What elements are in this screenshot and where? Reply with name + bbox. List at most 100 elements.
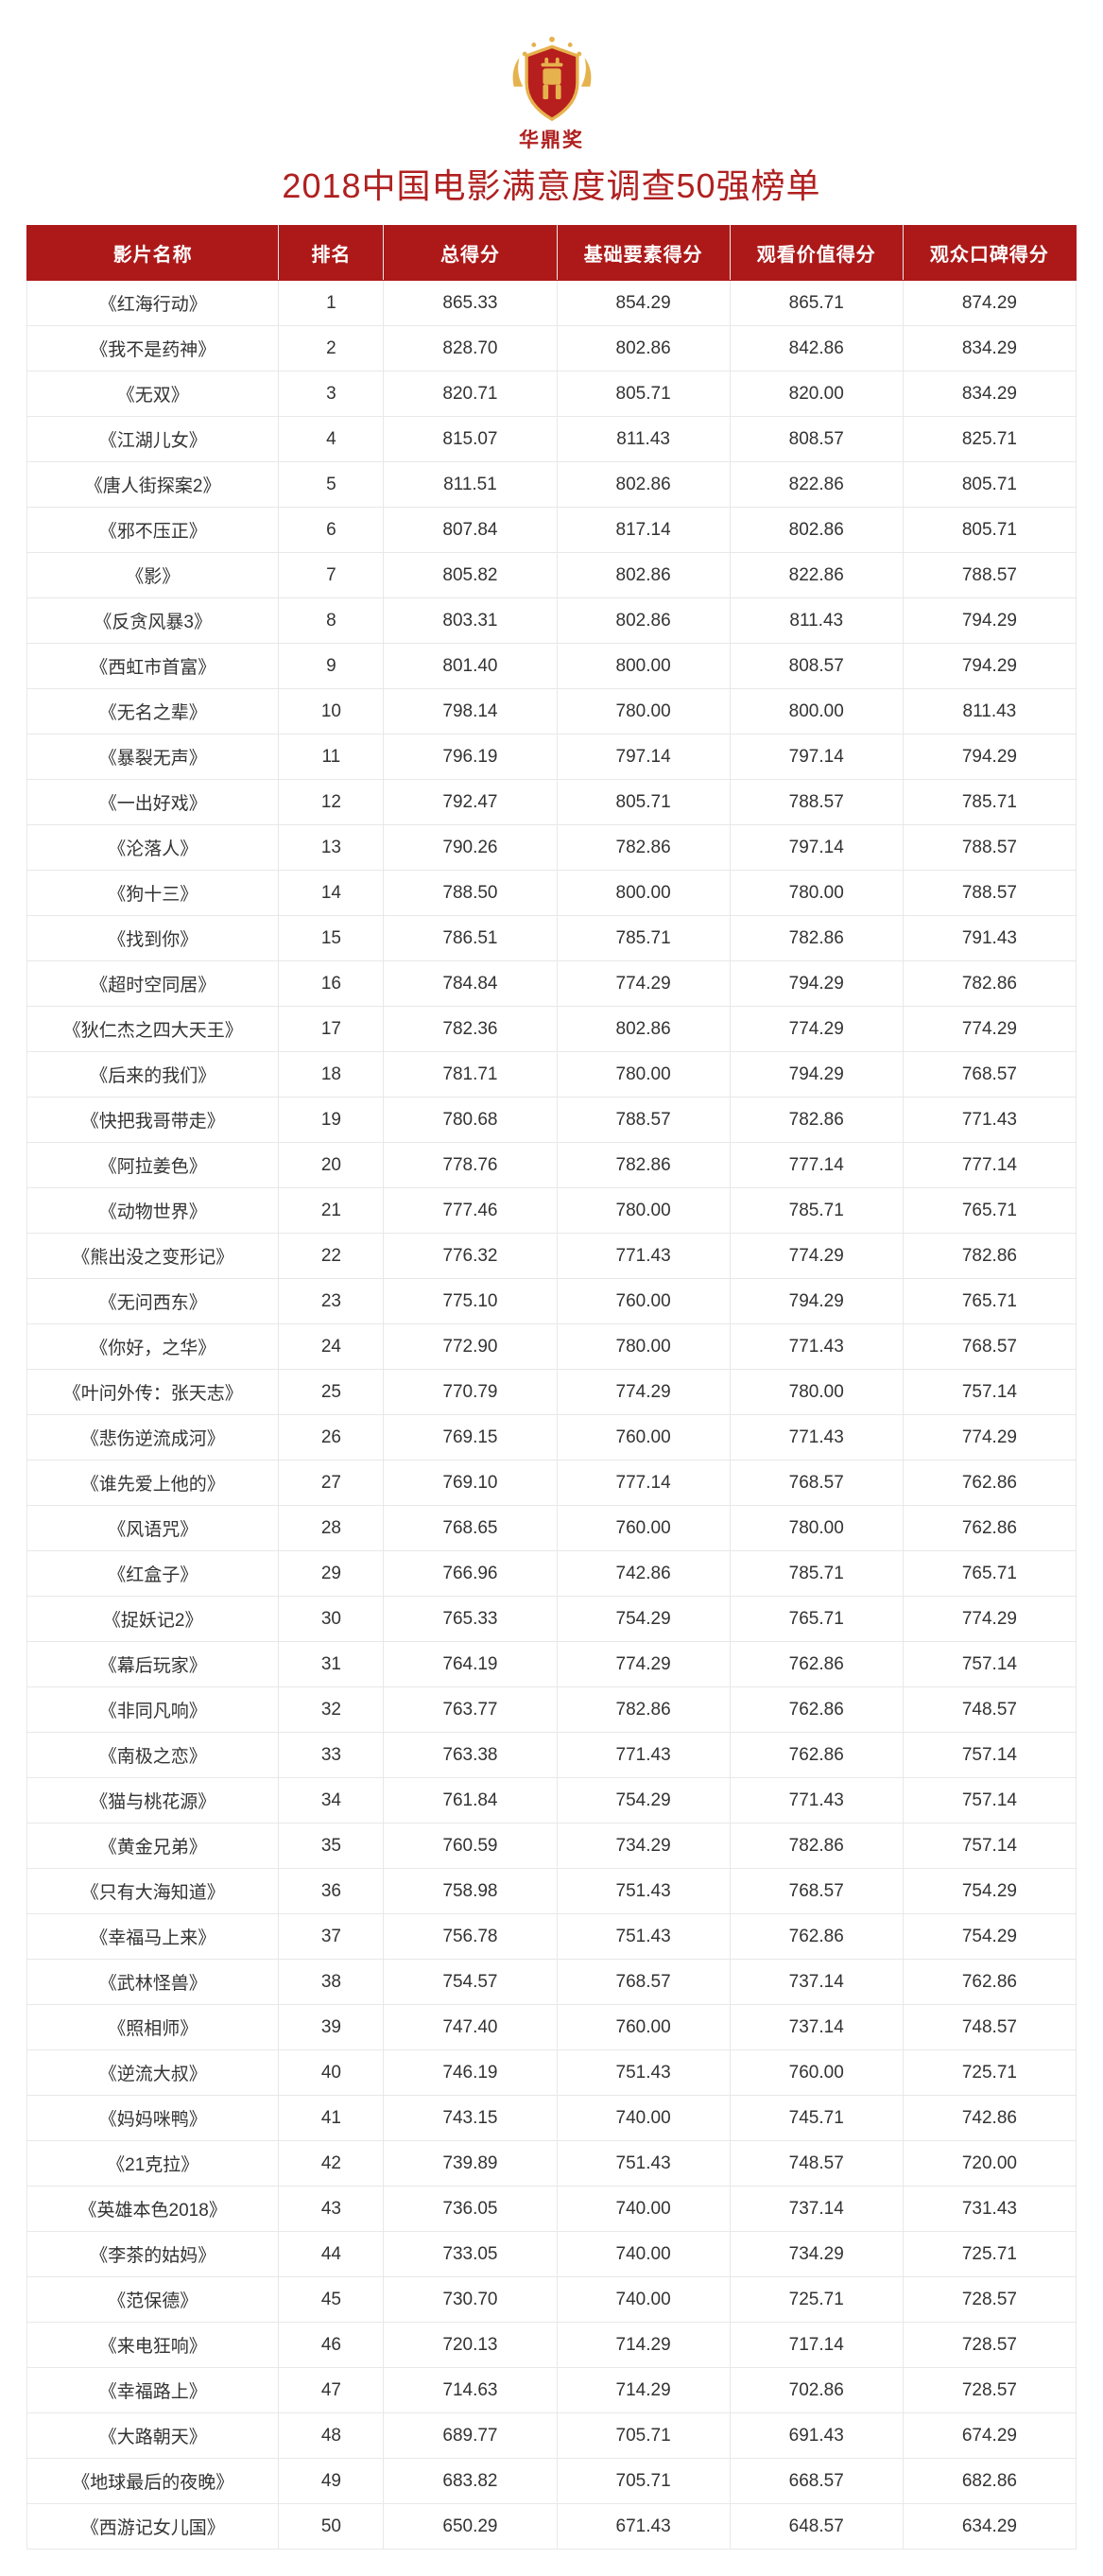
table-row: 《西虹市首富》9801.40800.00808.57794.29 [27, 644, 1077, 689]
cell-rank: 46 [279, 2323, 384, 2368]
table-row: 《暴裂无声》11796.19797.14797.14794.29 [27, 735, 1077, 780]
cell-rank: 42 [279, 2141, 384, 2187]
cell-value: 737.14 [730, 1960, 903, 2005]
cell-name: 《捉妖记2》 [27, 1597, 279, 1642]
cell-wom: 762.86 [903, 1506, 1076, 1551]
cell-total: 780.68 [384, 1098, 557, 1143]
cell-rank: 29 [279, 1551, 384, 1597]
cell-rank: 15 [279, 916, 384, 961]
cell-name: 《反贪风暴3》 [27, 598, 279, 644]
col-name: 影片名称 [27, 226, 279, 281]
cell-total: 796.19 [384, 735, 557, 780]
cell-wom: 754.29 [903, 1869, 1076, 1914]
cell-base: 774.29 [557, 1370, 730, 1415]
cell-value: 691.43 [730, 2413, 903, 2459]
cell-value: 774.29 [730, 1007, 903, 1052]
cell-wom: 728.57 [903, 2368, 1076, 2413]
cell-name: 《非同凡响》 [27, 1687, 279, 1733]
cell-base: 751.43 [557, 2050, 730, 2096]
table-row: 《江湖儿女》4815.07811.43808.57825.71 [27, 417, 1077, 462]
cell-wom: 768.57 [903, 1324, 1076, 1370]
cell-name: 《逆流大叔》 [27, 2050, 279, 2096]
table-row: 《动物世界》21777.46780.00785.71765.71 [27, 1188, 1077, 1234]
cell-total: 739.89 [384, 2141, 557, 2187]
cell-value: 780.00 [730, 871, 903, 916]
cell-base: 780.00 [557, 1052, 730, 1098]
award-logo-icon [507, 30, 597, 125]
table-row: 《反贪风暴3》8803.31802.86811.43794.29 [27, 598, 1077, 644]
cell-rank: 20 [279, 1143, 384, 1188]
cell-rank: 21 [279, 1188, 384, 1234]
cell-base: 777.14 [557, 1461, 730, 1506]
cell-base: 754.29 [557, 1778, 730, 1824]
cell-base: 760.00 [557, 2005, 730, 2050]
table-row: 《西游记女儿国》50650.29671.43648.57634.29 [27, 2504, 1077, 2550]
cell-total: 736.05 [384, 2187, 557, 2232]
cell-name: 《我不是药神》 [27, 326, 279, 372]
table-row: 《无问西东》23775.10760.00794.29765.71 [27, 1279, 1077, 1324]
cell-total: 756.78 [384, 1914, 557, 1960]
cell-name: 《21克拉》 [27, 2141, 279, 2187]
page-container: 华鼎奖 2018中国电影满意度调查50强榜单 影片名称 排名 总得分 基础要素得… [0, 0, 1103, 2576]
cell-wom: 754.29 [903, 1914, 1076, 1960]
cell-value: 771.43 [730, 1415, 903, 1461]
cell-value: 822.86 [730, 553, 903, 598]
table-row: 《风语咒》28768.65760.00780.00762.86 [27, 1506, 1077, 1551]
cell-name: 《阿拉姜色》 [27, 1143, 279, 1188]
table-row: 《你好，之华》24772.90780.00771.43768.57 [27, 1324, 1077, 1370]
table-row: 《悲伤逆流成河》26769.15760.00771.43774.29 [27, 1415, 1077, 1461]
cell-wom: 748.57 [903, 2005, 1076, 2050]
cell-name: 《妈妈咪鸭》 [27, 2096, 279, 2141]
cell-value: 762.86 [730, 1914, 903, 1960]
cell-name: 《找到你》 [27, 916, 279, 961]
cell-value: 762.86 [730, 1642, 903, 1687]
cell-base: 802.86 [557, 462, 730, 508]
table-row: 《唐人街探案2》5811.51802.86822.86805.71 [27, 462, 1077, 508]
cell-value: 737.14 [730, 2187, 903, 2232]
cell-rank: 48 [279, 2413, 384, 2459]
table-row: 《妈妈咪鸭》41743.15740.00745.71742.86 [27, 2096, 1077, 2141]
cell-wom: 757.14 [903, 1778, 1076, 1824]
table-row: 《熊出没之变形记》22776.32771.43774.29782.86 [27, 1234, 1077, 1279]
cell-base: 740.00 [557, 2187, 730, 2232]
cell-name: 《英雄本色2018》 [27, 2187, 279, 2232]
cell-total: 784.84 [384, 961, 557, 1007]
cell-rank: 26 [279, 1415, 384, 1461]
cell-base: 705.71 [557, 2413, 730, 2459]
cell-rank: 22 [279, 1234, 384, 1279]
cell-total: 758.98 [384, 1869, 557, 1914]
cell-total: 714.63 [384, 2368, 557, 2413]
cell-base: 800.00 [557, 871, 730, 916]
cell-rank: 9 [279, 644, 384, 689]
cell-name: 《一出好戏》 [27, 780, 279, 825]
cell-wom: 825.71 [903, 417, 1076, 462]
col-wom: 观众口碑得分 [903, 226, 1076, 281]
cell-base: 802.86 [557, 326, 730, 372]
cell-base: 805.71 [557, 780, 730, 825]
cell-base: 740.00 [557, 2232, 730, 2277]
table-row: 《大路朝天》48689.77705.71691.43674.29 [27, 2413, 1077, 2459]
cell-wom: 762.86 [903, 1461, 1076, 1506]
col-total: 总得分 [384, 226, 557, 281]
cell-base: 780.00 [557, 1324, 730, 1370]
cell-value: 780.00 [730, 1370, 903, 1415]
cell-base: 811.43 [557, 417, 730, 462]
page-title: 2018中国电影满意度调查50强榜单 [26, 159, 1077, 208]
cell-name: 《南极之恋》 [27, 1733, 279, 1778]
cell-name: 《狄仁杰之四大天王》 [27, 1007, 279, 1052]
cell-rank: 24 [279, 1324, 384, 1370]
cell-rank: 11 [279, 735, 384, 780]
table-row: 《南极之恋》33763.38771.43762.86757.14 [27, 1733, 1077, 1778]
cell-rank: 12 [279, 780, 384, 825]
cell-total: 772.90 [384, 1324, 557, 1370]
table-row: 《范保德》45730.70740.00725.71728.57 [27, 2277, 1077, 2323]
cell-base: 760.00 [557, 1279, 730, 1324]
cell-wom: 794.29 [903, 735, 1076, 780]
cell-name: 《黄金兄弟》 [27, 1824, 279, 1869]
cell-wom: 728.57 [903, 2277, 1076, 2323]
cell-wom: 788.57 [903, 871, 1076, 916]
cell-base: 760.00 [557, 1415, 730, 1461]
cell-rank: 14 [279, 871, 384, 916]
table-row: 《一出好戏》12792.47805.71788.57785.71 [27, 780, 1077, 825]
cell-rank: 16 [279, 961, 384, 1007]
